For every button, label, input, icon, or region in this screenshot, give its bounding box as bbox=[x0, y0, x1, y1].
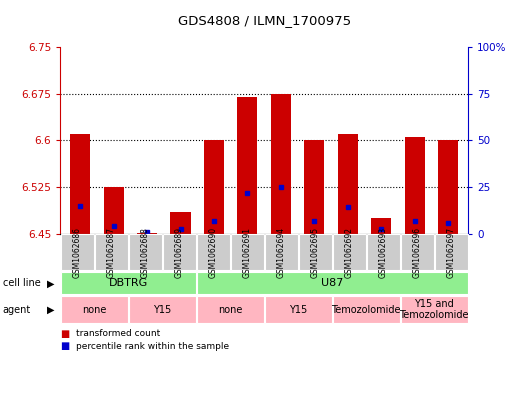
Bar bbox=[237, 97, 257, 234]
Text: GDS4808 / ILMN_1700975: GDS4808 / ILMN_1700975 bbox=[177, 14, 351, 27]
Text: GSM1062693: GSM1062693 bbox=[379, 227, 388, 278]
Text: U87: U87 bbox=[321, 278, 343, 288]
Text: transformed count: transformed count bbox=[76, 329, 160, 338]
Text: GSM1062695: GSM1062695 bbox=[311, 227, 320, 278]
Bar bbox=[137, 233, 157, 234]
Bar bbox=[271, 94, 291, 234]
Text: GSM1062696: GSM1062696 bbox=[413, 227, 422, 278]
Bar bbox=[170, 212, 190, 234]
Text: ■: ■ bbox=[60, 341, 70, 351]
Text: ▶: ▶ bbox=[47, 305, 54, 315]
Bar bbox=[70, 134, 90, 234]
Text: Y15: Y15 bbox=[153, 305, 171, 315]
Text: GSM1062690: GSM1062690 bbox=[209, 227, 218, 278]
Text: Y15: Y15 bbox=[289, 305, 307, 315]
Text: ■: ■ bbox=[60, 329, 70, 339]
Text: GSM1062686: GSM1062686 bbox=[73, 227, 82, 278]
Text: GSM1062694: GSM1062694 bbox=[277, 227, 286, 278]
Text: agent: agent bbox=[3, 305, 31, 315]
Bar bbox=[405, 138, 425, 234]
Bar bbox=[338, 134, 358, 234]
Text: percentile rank within the sample: percentile rank within the sample bbox=[76, 342, 229, 351]
Text: none: none bbox=[218, 305, 242, 315]
Bar bbox=[304, 141, 324, 234]
Text: GSM1062689: GSM1062689 bbox=[175, 227, 184, 278]
Text: cell line: cell line bbox=[3, 278, 40, 288]
Text: ▶: ▶ bbox=[47, 278, 54, 288]
Text: Y15 and
Temozolomide: Y15 and Temozolomide bbox=[400, 299, 469, 320]
Bar bbox=[371, 218, 391, 234]
Text: GSM1062688: GSM1062688 bbox=[141, 227, 150, 278]
Text: GSM1062687: GSM1062687 bbox=[107, 227, 116, 278]
Bar bbox=[438, 141, 458, 234]
Bar bbox=[204, 141, 224, 234]
Text: GSM1062691: GSM1062691 bbox=[243, 227, 252, 278]
Text: GSM1062697: GSM1062697 bbox=[447, 227, 456, 278]
Text: none: none bbox=[82, 305, 106, 315]
Text: DBTRG: DBTRG bbox=[108, 278, 148, 288]
Text: Temozolomide: Temozolomide bbox=[332, 305, 401, 315]
Bar bbox=[104, 187, 123, 234]
Text: GSM1062692: GSM1062692 bbox=[345, 227, 354, 278]
